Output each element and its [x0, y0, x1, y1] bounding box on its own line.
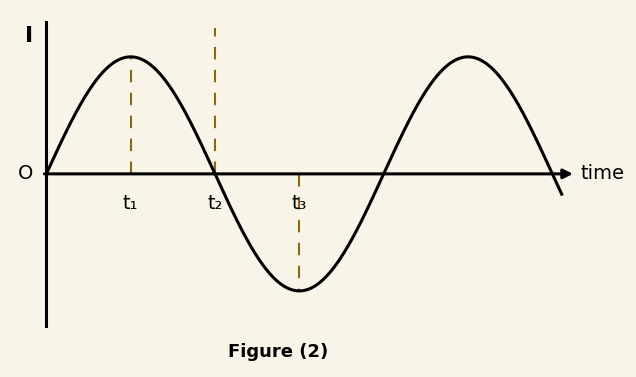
Text: time: time	[581, 164, 625, 183]
Text: O: O	[18, 164, 34, 183]
Text: t₂: t₂	[207, 194, 223, 213]
Text: Figure (2): Figure (2)	[228, 343, 328, 361]
Text: I: I	[25, 26, 34, 46]
Text: t₁: t₁	[123, 194, 139, 213]
Text: t₃: t₃	[292, 194, 307, 213]
